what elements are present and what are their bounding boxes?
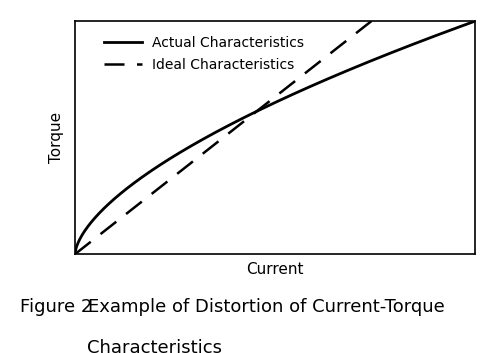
Text: Figure 2: Figure 2 [20,298,92,316]
X-axis label: Current: Current [246,263,304,277]
Text: Characteristics: Characteristics [88,339,222,353]
Legend: Actual Characteristics, Ideal Characteristics: Actual Characteristics, Ideal Characteri… [98,30,310,78]
Text: Example of Distortion of Current-Torque: Example of Distortion of Current-Torque [88,298,444,316]
Y-axis label: Torque: Torque [49,112,64,163]
